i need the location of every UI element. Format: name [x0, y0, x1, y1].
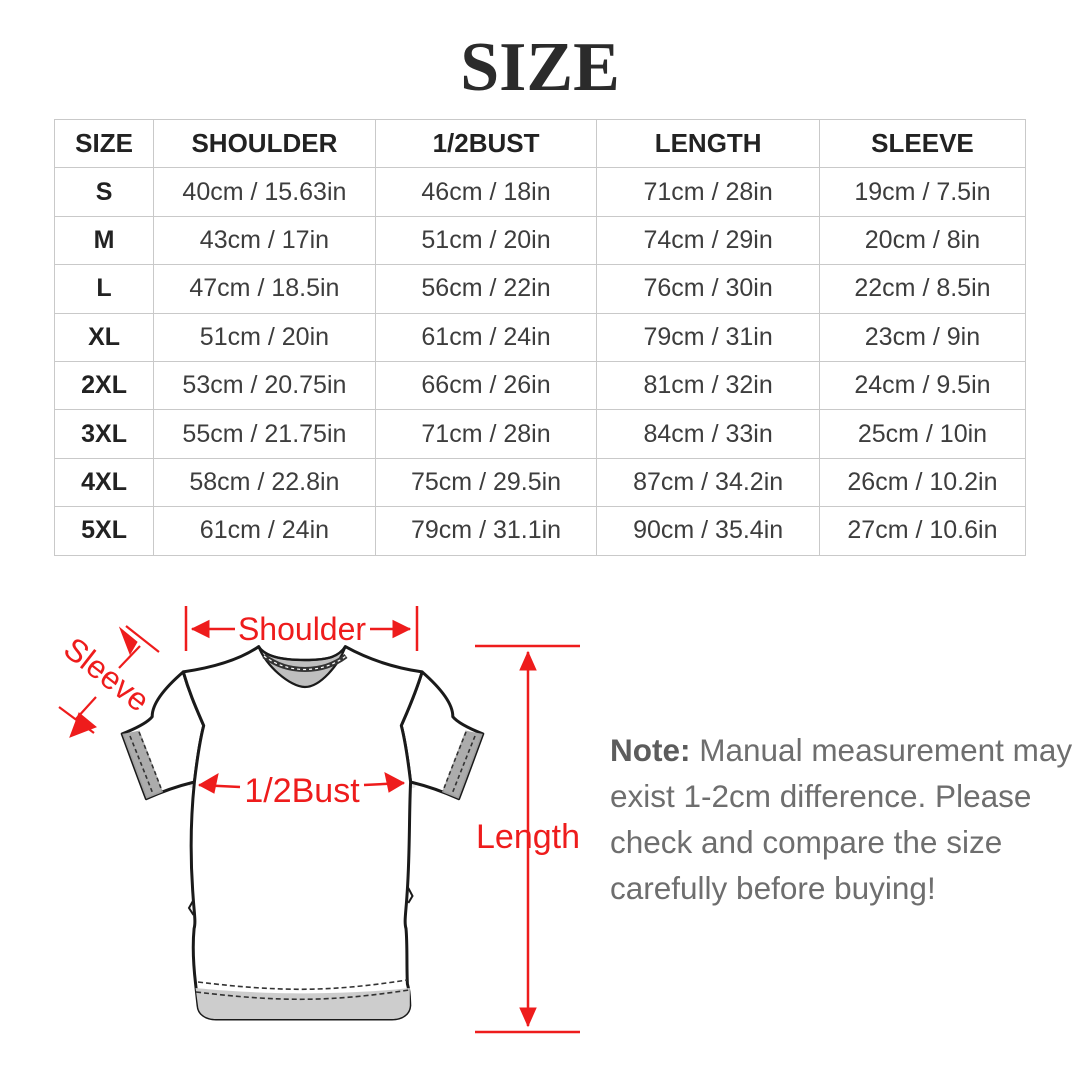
svg-text:Length: Length: [476, 818, 580, 856]
svg-text:Sleeve: Sleeve: [57, 630, 156, 719]
svg-text:Shoulder: Shoulder: [238, 611, 366, 647]
svg-text:1/2Bust: 1/2Bust: [244, 772, 360, 810]
